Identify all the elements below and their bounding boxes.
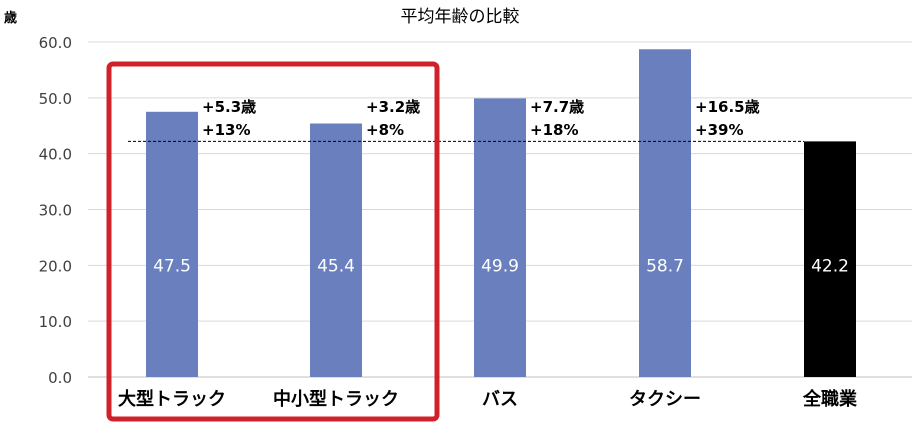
- bars: [146, 49, 856, 378]
- annotation-percent: +39%: [695, 121, 743, 139]
- bar-3: [474, 98, 526, 378]
- annotation-percent: +18%: [530, 121, 578, 139]
- bar-1: [146, 111, 198, 378]
- annotation-percent: +13%: [202, 121, 250, 139]
- highlight-group: [106, 61, 440, 422]
- annotation-diff: +3.2歳: [366, 98, 420, 116]
- annotation-diff: +5.3歳: [202, 98, 256, 116]
- category-label: タクシー: [629, 389, 701, 410]
- category-label: 中小型トラック: [273, 388, 399, 410]
- y-tick-label: 50.0: [39, 90, 72, 108]
- bar-2: [310, 123, 362, 378]
- category-labels: 大型トラック 中小型トラック バス タクシー 全職業: [118, 388, 858, 410]
- bar-value-label: 58.7: [646, 256, 684, 276]
- annotation-diff: +7.7歳: [530, 98, 584, 116]
- y-tick-label: 30.0: [39, 202, 72, 220]
- y-axis-unit-label: 歳: [4, 10, 17, 26]
- annotation-percent: +8%: [366, 121, 404, 139]
- category-label: バス: [482, 389, 518, 410]
- chart-title: 平均年齢の比較: [401, 7, 520, 27]
- annotations: +5.3歳 +13% +3.2歳 +8% +7.7歳 +18% +16.5歳 +39%: [202, 98, 760, 139]
- y-tick-label: 20.0: [39, 257, 72, 275]
- bar-4: [639, 49, 691, 378]
- value-labels: 47.5 45.4 49.9 58.7 42.2: [153, 256, 849, 276]
- annotation-diff: +16.5歳: [695, 98, 760, 116]
- bar-value-label: 45.4: [317, 256, 355, 276]
- highlight-box: [106, 61, 440, 422]
- y-axis-ticks: 0.0 10.0 20.0 30.0 40.0 50.0 60.0: [39, 34, 72, 387]
- y-tick-label: 40.0: [39, 146, 72, 164]
- y-tick-label: 60.0: [39, 34, 72, 52]
- y-tick-label: 0.0: [48, 369, 72, 387]
- bar-value-label: 42.2: [811, 256, 849, 276]
- bar-value-label: 49.9: [481, 256, 519, 276]
- category-label: 全職業: [802, 388, 858, 410]
- y-tick-label: 10.0: [39, 313, 72, 331]
- category-label: 大型トラック: [118, 388, 226, 410]
- bar-value-label: 47.5: [153, 256, 191, 276]
- bar-5: [804, 141, 856, 377]
